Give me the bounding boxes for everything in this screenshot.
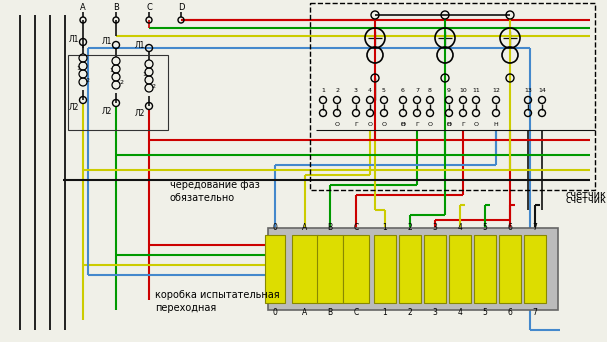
Bar (317, 235, 343, 303)
Text: 9: 9 (447, 88, 451, 92)
Text: 6: 6 (401, 88, 405, 92)
Text: Н: Н (447, 122, 452, 128)
Text: Г: Г (415, 122, 419, 128)
Text: B: B (113, 3, 119, 13)
Text: 1: 1 (142, 71, 146, 77)
Bar (343, 235, 369, 303)
Text: 12: 12 (492, 88, 500, 92)
Text: 11: 11 (472, 88, 480, 92)
Text: коробка испытательная: коробка испытательная (155, 290, 280, 300)
Text: обязательно: обязательно (170, 193, 235, 203)
Text: 7: 7 (532, 308, 537, 317)
Text: 2: 2 (152, 83, 156, 89)
Text: О: О (473, 122, 478, 128)
Text: 6: 6 (507, 308, 512, 317)
Text: О: О (382, 122, 387, 128)
Text: 7: 7 (532, 223, 537, 232)
Text: 1: 1 (382, 223, 387, 232)
Bar (424, 235, 446, 303)
Text: 1: 1 (321, 88, 325, 92)
Text: 2: 2 (86, 78, 90, 82)
Text: 2: 2 (335, 88, 339, 92)
Text: 5: 5 (483, 308, 487, 317)
Text: 5: 5 (483, 223, 487, 232)
Text: Л1: Л1 (135, 40, 145, 50)
Text: 1: 1 (382, 308, 387, 317)
Text: A: A (302, 308, 308, 317)
Text: Н: Н (401, 122, 405, 128)
Text: 4: 4 (458, 223, 463, 232)
Text: О: О (334, 122, 339, 128)
Text: 3: 3 (354, 88, 358, 92)
Text: счетчик: счетчик (565, 195, 606, 205)
Text: 2: 2 (408, 308, 412, 317)
Text: О: О (427, 122, 433, 128)
Text: 8: 8 (428, 88, 432, 92)
Text: C: C (353, 308, 359, 317)
Text: О: О (447, 122, 452, 128)
Text: О: О (401, 122, 405, 128)
Text: 7: 7 (415, 88, 419, 92)
Bar (399, 235, 421, 303)
Text: 2: 2 (119, 80, 123, 86)
Text: B: B (327, 308, 333, 317)
Text: Л2: Л2 (69, 104, 79, 113)
Bar (474, 235, 496, 303)
Bar (374, 235, 396, 303)
Text: счетчик: счетчик (565, 190, 606, 200)
Text: Л1: Л1 (69, 35, 79, 43)
Text: О: О (367, 122, 373, 128)
Text: B: B (327, 223, 333, 232)
Text: C: C (146, 3, 152, 13)
Text: 14: 14 (538, 88, 546, 92)
Bar (265, 235, 285, 303)
Text: 10: 10 (459, 88, 467, 92)
Text: 0: 0 (273, 223, 277, 232)
Text: D: D (178, 3, 185, 13)
Text: Г: Г (461, 122, 465, 128)
Text: C: C (353, 223, 359, 232)
Text: 6: 6 (507, 223, 512, 232)
Text: A: A (80, 3, 86, 13)
Bar (310, 3, 595, 190)
Text: 4: 4 (368, 88, 372, 92)
Text: 1: 1 (109, 68, 113, 74)
Text: Г: Г (354, 122, 358, 128)
Text: Л2: Л2 (135, 109, 145, 118)
Bar (499, 235, 521, 303)
Bar (449, 235, 471, 303)
Text: 5: 5 (382, 88, 386, 92)
Text: 13: 13 (524, 88, 532, 92)
Text: 0: 0 (273, 308, 277, 317)
Text: переходная: переходная (155, 303, 216, 313)
Text: Н: Н (493, 122, 498, 128)
Text: 3: 3 (433, 223, 438, 232)
Text: A: A (302, 223, 308, 232)
Text: Л2: Л2 (102, 106, 112, 116)
Text: 3: 3 (433, 308, 438, 317)
Text: 4: 4 (458, 308, 463, 317)
Bar (68, 55, 168, 130)
Bar (268, 228, 558, 310)
Text: Л1: Л1 (102, 38, 112, 47)
Text: чередование фаз: чередование фаз (170, 180, 260, 190)
Bar (524, 235, 546, 303)
Bar (292, 235, 318, 303)
Text: 2: 2 (408, 223, 412, 232)
Text: 1: 1 (76, 66, 80, 70)
